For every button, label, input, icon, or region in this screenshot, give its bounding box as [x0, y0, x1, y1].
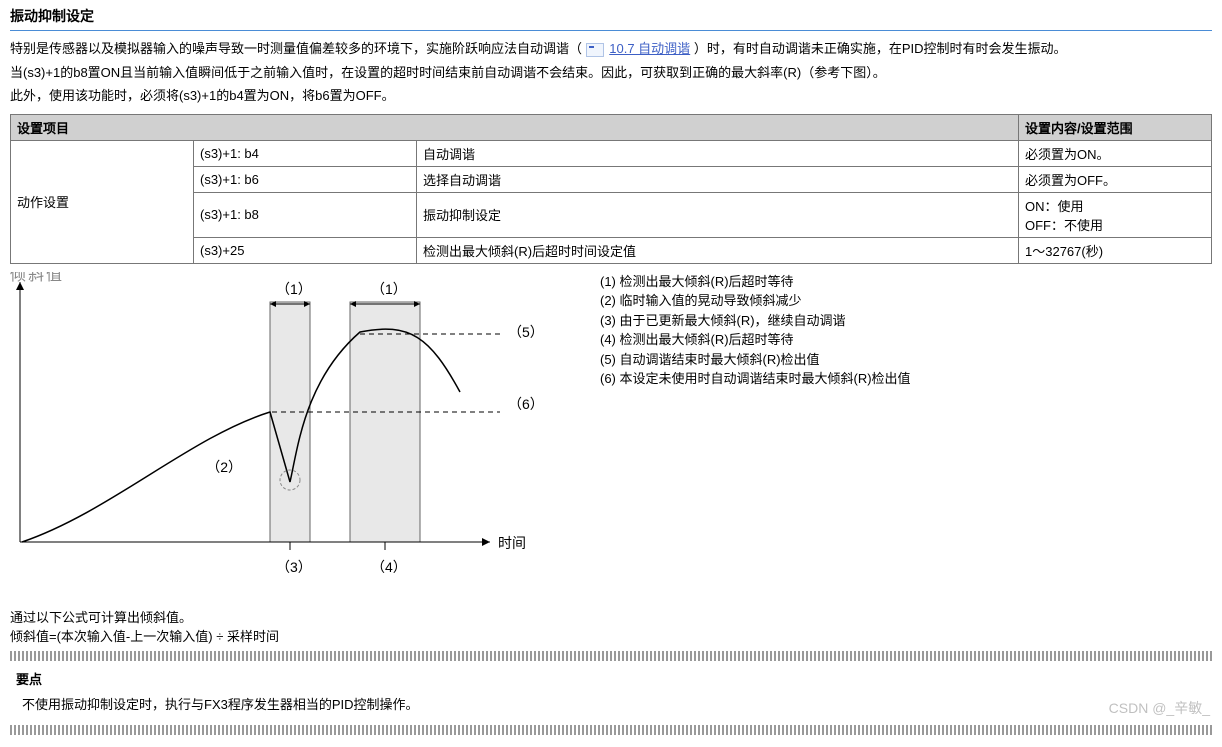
cell: (s3)+25 [194, 237, 417, 263]
legend-item: (5) 自动调谐结束时最大倾斜(R)检出值 [600, 350, 1212, 370]
cell: 必须置为ON。 [1019, 140, 1212, 166]
svg-text:倾斜值: 倾斜值 [10, 272, 64, 284]
tilt-chart: （5） （6） （1） （1） （3） （4） （2） 时间 倾斜值 [10, 272, 570, 595]
intro-p3: 此外，使用该功能时，必须将(s3)+1的b4置为ON，将b6置为OFF。 [10, 86, 1212, 106]
point-body: 不使用振动抑制设定时，执行与FX3程序发生器相当的PID控制操作。 [10, 692, 1212, 719]
settings-table: 设置项目 设置内容/设置范围 动作设置 (s3)+1: b4 自动调谐 必须置为… [10, 114, 1212, 264]
link-icon [586, 43, 604, 57]
section-title: 振动抑制设定 [10, 6, 1212, 31]
cell: ON：使用 OFF：不使用 [1019, 192, 1212, 237]
cell-group: 动作设置 [11, 140, 194, 263]
svg-text:（5）: （5） [508, 324, 544, 340]
svg-text:（3）: （3） [276, 559, 312, 575]
legend-item: (1) 检测出最大倾斜(R)后超时等待 [600, 272, 1212, 292]
intro-p2: 当(s3)+1的b8置ON且当前输入值瞬间低于之前输入值时，在设置的超时时间结束… [10, 63, 1212, 83]
th-range: 设置内容/设置范围 [1019, 114, 1212, 140]
legend-item: (6) 本设定未使用时自动调谐结束时最大倾斜(R)检出值 [600, 369, 1212, 389]
intro-text: 特别是传感器以及模拟器输入的噪声导致一时测量值偏差较多的环境下，实施阶跃响应法自… [10, 39, 1212, 106]
cell: 检测出最大倾斜(R)后超时时间设定值 [417, 237, 1019, 263]
intro-p1a: 特别是传感器以及模拟器输入的噪声导致一时测量值偏差较多的环境下，实施阶跃响应法自… [10, 41, 582, 56]
table-row: 动作设置 (s3)+1: b4 自动调谐 必须置为ON。 [11, 140, 1212, 166]
svg-text:（2）: （2） [206, 459, 242, 475]
cell: (s3)+1: b6 [194, 166, 417, 192]
cell: 选择自动调谐 [417, 166, 1019, 192]
cell: (s3)+1: b8 [194, 192, 417, 237]
point-title: 要点 [10, 667, 1212, 692]
svg-text:（6）: （6） [508, 396, 544, 412]
cell: 自动调谐 [417, 140, 1019, 166]
legend-item: (3) 由于已更新最大倾斜(R)，继续自动调谐 [600, 311, 1212, 331]
divider-band [10, 651, 1212, 661]
cell: (s3)+1: b4 [194, 140, 417, 166]
note-line: 倾斜值=(本次输入值-上一次输入值) ÷ 采样时间 [10, 626, 1212, 645]
autotuning-link[interactable]: 10.7 自动调谐 [609, 41, 690, 56]
cell: 振动抑制设定 [417, 192, 1019, 237]
cell: 必须置为OFF。 [1019, 166, 1212, 192]
chart-legend: (1) 检测出最大倾斜(R)后超时等待 (2) 临时输入值的晃动导致倾斜减少 (… [600, 272, 1212, 389]
svg-text:时间: 时间 [498, 535, 526, 551]
th-item: 设置项目 [11, 114, 1019, 140]
legend-item: (4) 检测出最大倾斜(R)后超时等待 [600, 330, 1212, 350]
note-line: 通过以下公式可计算出倾斜值。 [10, 607, 1212, 626]
watermark: CSDN @_辛敏_ [1109, 698, 1210, 718]
divider-band [10, 725, 1212, 735]
cell: 1～32767(秒) [1019, 237, 1212, 263]
formula-note: 通过以下公式可计算出倾斜值。 倾斜值=(本次输入值-上一次输入值) ÷ 采样时间 [10, 607, 1212, 645]
svg-text:（1）: （1） [371, 281, 407, 297]
svg-text:（1）: （1） [276, 281, 312, 297]
svg-text:（4）: （4） [371, 559, 407, 575]
intro-p1b: ）时，有时自动调谐未正确实施，在PID控制时有时会发生振动。 [694, 41, 1067, 56]
legend-item: (2) 临时输入值的晃动导致倾斜减少 [600, 291, 1212, 311]
